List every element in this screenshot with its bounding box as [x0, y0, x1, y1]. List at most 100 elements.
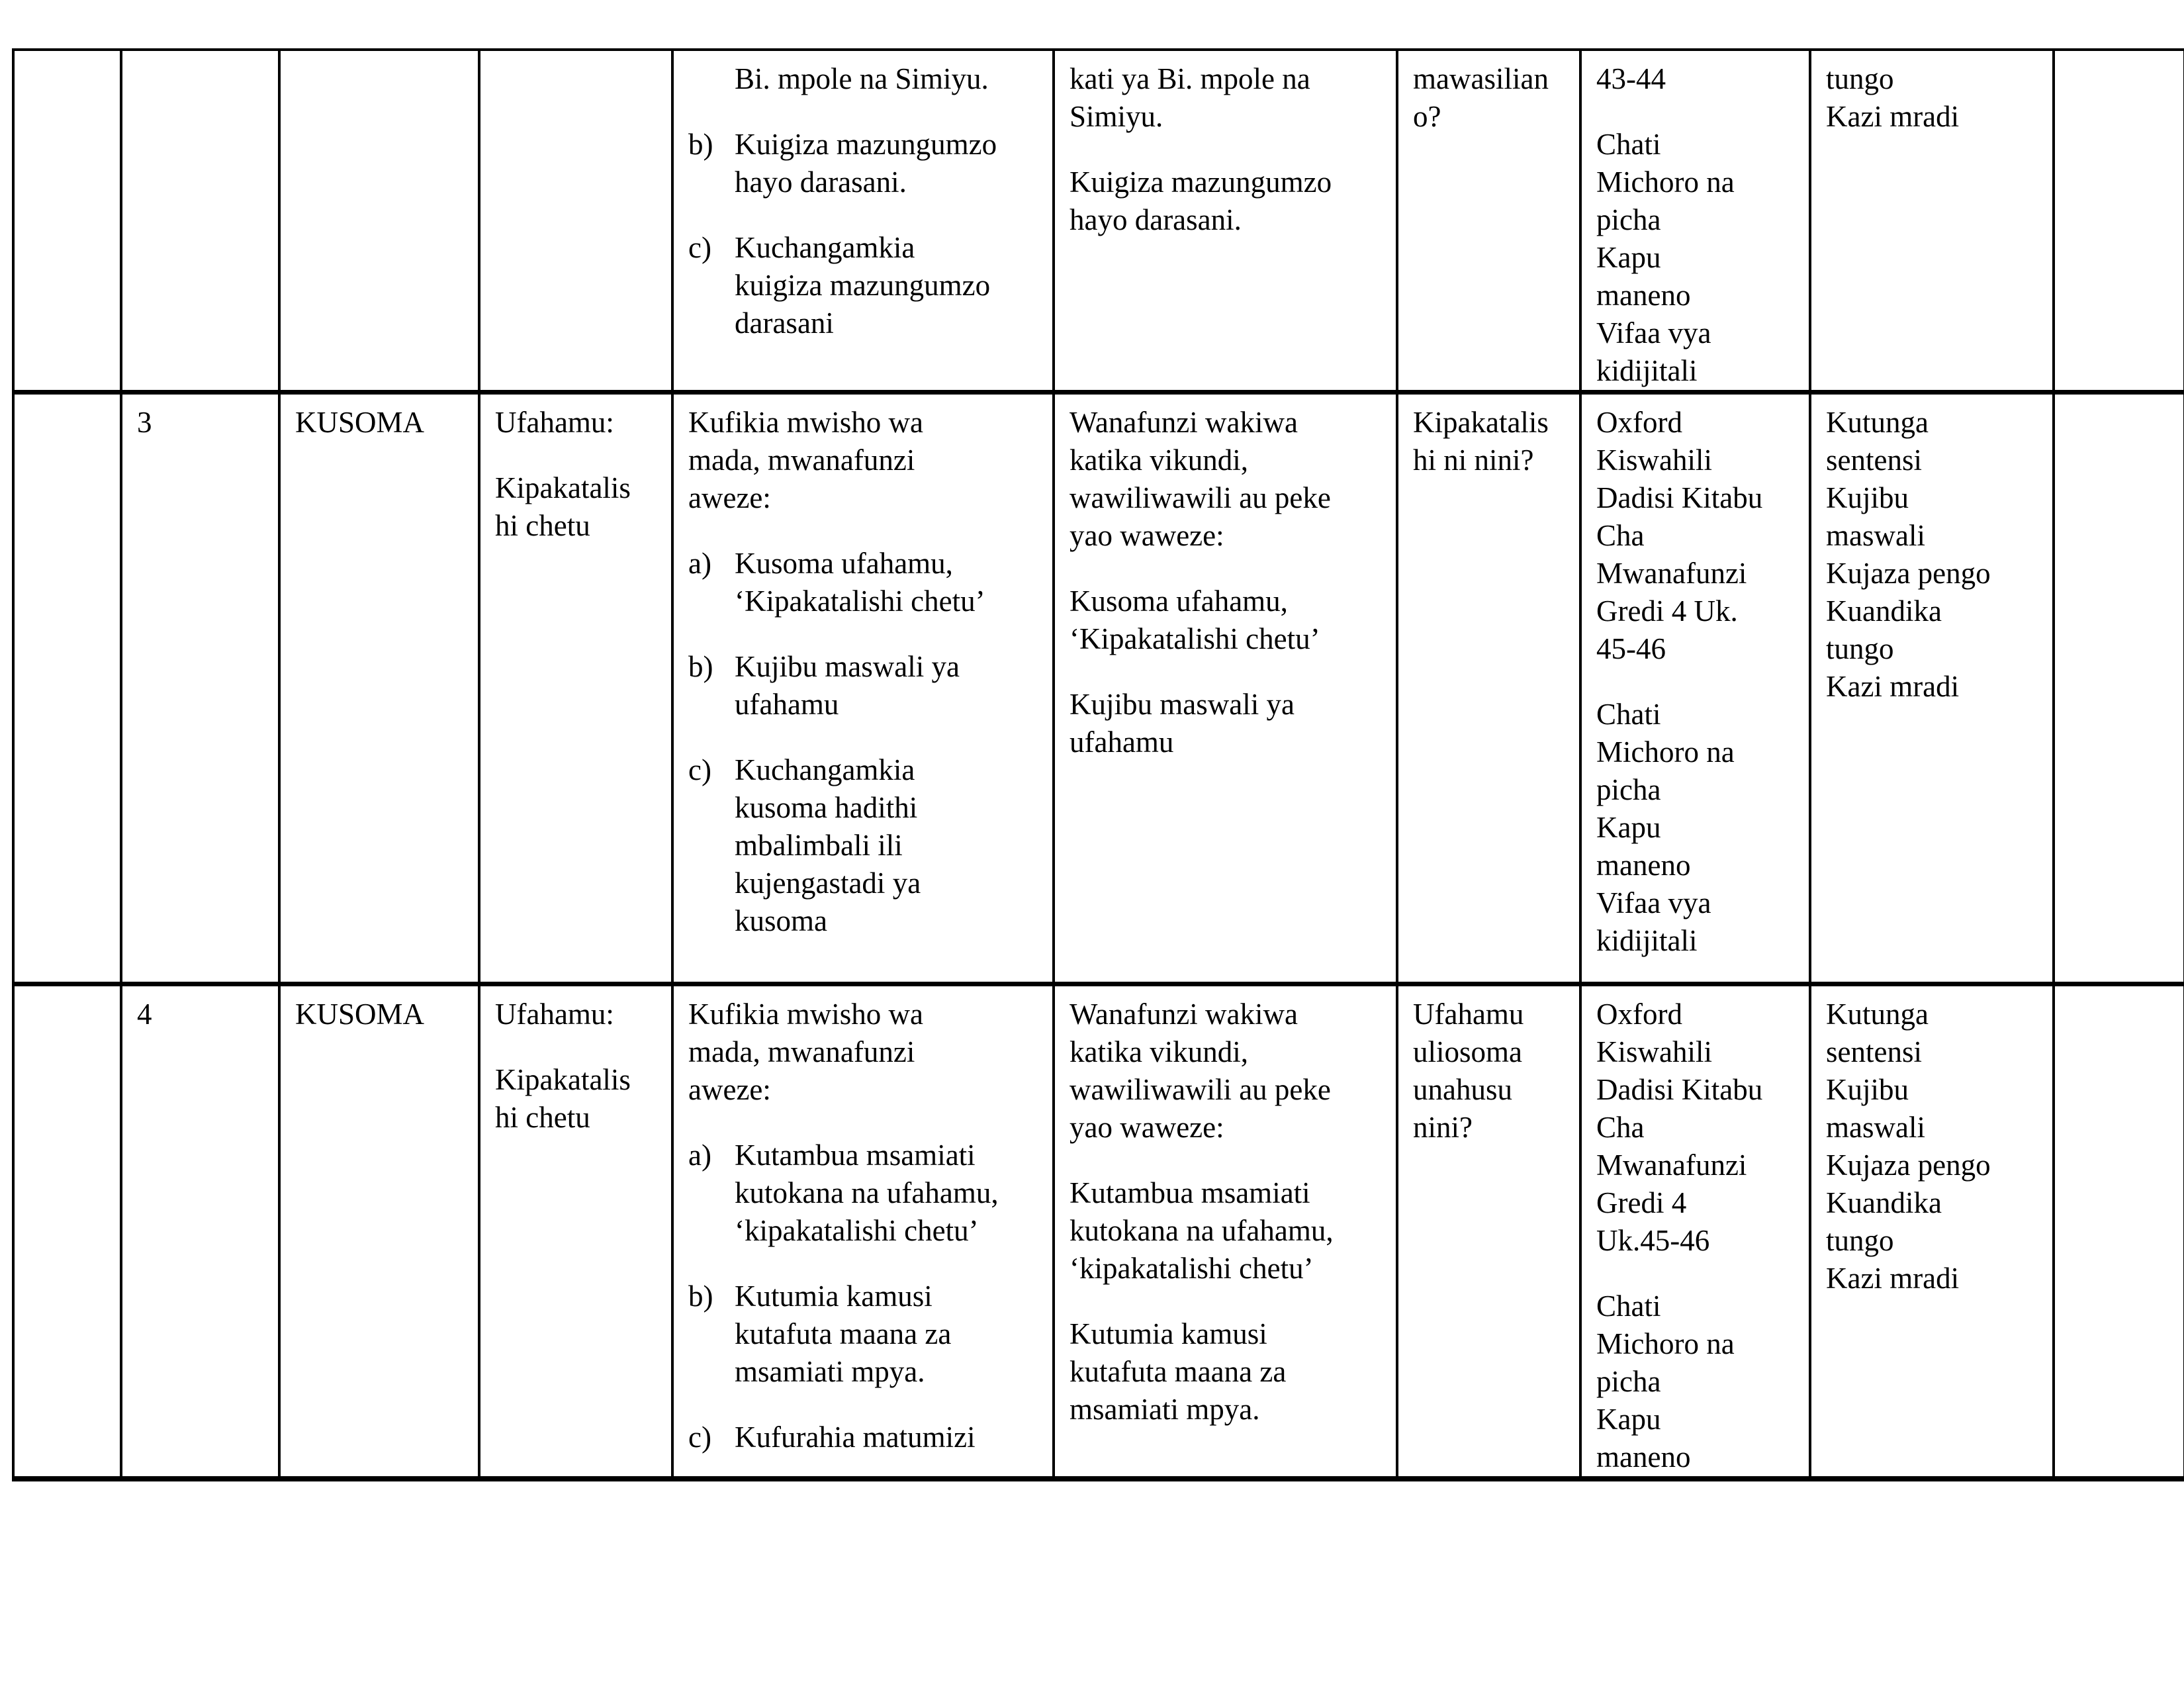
text-line: Michoro na	[1596, 1327, 1735, 1360]
text-line: Kusoma ufahamu,	[1069, 585, 1288, 618]
paragraph: Oxford Kiswahili Dadisi Kitabu Cha Mwanafunz…	[1596, 404, 1798, 668]
text-line: Wanafunzi wakiwa	[1069, 998, 1298, 1031]
text-line: hi chetu	[495, 1101, 590, 1134]
cell-resources: Oxford Kiswahili Dadisi Kitabu Cha Mwanafunz…	[1579, 392, 1811, 986]
paragraph: Chati Michoro na picha Kapu maneno Vifaa vya k…	[1596, 696, 1798, 960]
text-line: Gredi 4 Uk.	[1596, 594, 1738, 628]
text-line: yao waweze:	[1069, 1111, 1224, 1144]
text-line: Kapu	[1596, 241, 1661, 274]
text-line: mawasilian	[1413, 62, 1549, 95]
text-line: tungo	[1826, 1224, 1894, 1257]
list-marker: c)	[688, 1421, 711, 1454]
cell-substrand: Ufahamu: Kipakatalis hi chetu	[478, 984, 674, 1481]
list-marker: c)	[688, 231, 711, 264]
text-line: Gredi 4	[1596, 1186, 1687, 1219]
list-marker: a)	[688, 1139, 711, 1172]
paragraph: Kufikia mwisho wa mada, mwanafunzi aweze:	[688, 404, 1042, 517]
paragraph: mawasilian o?	[1413, 60, 1569, 136]
text-line: KUSOMA	[295, 406, 425, 439]
text-line: Kusoma ufahamu,	[735, 547, 953, 580]
text-line: Kipakatalis	[495, 471, 631, 504]
text-line: maswali	[1826, 519, 1925, 552]
cell-strand	[278, 48, 480, 395]
text-line: Kujaza pengo	[1826, 1149, 1991, 1182]
list-item: a) Kutambua msamiati kutokana na ufahamu, ‘…	[688, 1137, 1042, 1250]
paragraph: Kutumia kamusi kutafuta maana za msamiati …	[1069, 1315, 1385, 1429]
text-line: kidijitali	[1596, 924, 1698, 957]
cell-outcomes: Kufikia mwisho wa mada, mwanafunzi aweze: a…	[671, 984, 1055, 1481]
cell-inquiry: mawasilian o?	[1396, 48, 1582, 395]
cell-inquiry: Ufahamu uliosoma unahusu nini?	[1396, 984, 1582, 1481]
cell-substrand	[478, 48, 674, 395]
text-line: Kuchangamkia	[735, 753, 915, 786]
paragraph: Chati Michoro na picha Kapu maneno	[1596, 1288, 1798, 1474]
text-line: aweze:	[688, 1073, 771, 1106]
text-line: darasani	[735, 306, 834, 340]
cell-resources: 43-44 Chati Michoro na picha Kapu maneno Vifaa…	[1579, 48, 1811, 395]
cell-outcomes: Bi. mpole na Simiyu. b) Kuigiza mazungumzo…	[671, 48, 1055, 395]
text-line: Kutumia kamusi	[1069, 1317, 1267, 1350]
text-line: Kufurahia matumizi	[735, 1421, 976, 1454]
lesson-4-row: 4 KUSOMA Ufahamu: Kipakatalis hi chetu Kufiki…	[12, 984, 2184, 1481]
lesson-3-row: 3 KUSOMA Ufahamu: Kipakatalis hi chetu Kufiki…	[12, 392, 2184, 986]
text-line: mada, mwanafunzi	[688, 444, 915, 477]
cell-remarks	[2052, 48, 2184, 395]
list-item: c) Kuchangamkia kuigiza mazungumzo darasani	[688, 229, 1042, 342]
text-line: Kazi mradi	[1826, 670, 1960, 703]
paragraph: Kipakatalis hi chetu	[495, 1061, 660, 1137]
text-line: wawiliwawili au peke	[1069, 1073, 1331, 1106]
text-line: msamiati mpya.	[735, 1355, 925, 1388]
text-line: Oxford	[1596, 406, 1682, 439]
text-line: tungo	[1826, 62, 1894, 95]
paragraph: KUSOMA	[295, 404, 467, 442]
text-line: Mwanafunzi	[1596, 557, 1747, 590]
text-line: Kujibu	[1826, 1073, 1909, 1106]
cell-week	[12, 984, 122, 1481]
text-line: kusoma	[735, 904, 827, 937]
paragraph: tungo Kazi mradi	[1826, 60, 2042, 136]
text-line: 4	[137, 998, 152, 1031]
paragraph: Kipakatalis hi ni nini?	[1413, 404, 1569, 479]
cell-assessment: Kutunga sentensi Kujibu maswali Kujaza pengo…	[1809, 984, 2055, 1481]
paragraph: Ufahamu uliosoma unahusu nini?	[1413, 996, 1569, 1147]
text-line: tungo	[1826, 632, 1894, 665]
text-line: Chati	[1596, 1289, 1661, 1323]
paragraph: 43-44	[1596, 60, 1798, 98]
paragraph: Ufahamu:	[495, 404, 660, 442]
text-line: Simiyu.	[1069, 100, 1163, 133]
text-line: picha	[1596, 203, 1661, 236]
text-line: Chati	[1596, 128, 1661, 161]
paragraph: Kutunga sentensi Kujibu maswali Kujaza pengo…	[1826, 996, 2042, 1297]
paragraph: 4	[137, 996, 267, 1033]
text-line: mbalimbali ili	[735, 829, 903, 862]
text-line: unahusu	[1413, 1073, 1512, 1106]
paragraph: Kufikia mwisho wa mada, mwanafunzi aweze:	[688, 996, 1042, 1109]
text-line: Ufahamu	[1413, 998, 1524, 1031]
text-line: ‘kipakatalishi chetu’	[735, 1214, 979, 1247]
text-line: Kutunga	[1826, 998, 1929, 1031]
list-marker: c)	[688, 753, 711, 786]
text-line: kidijitali	[1596, 354, 1698, 387]
text-line: ‘kipakatalishi chetu’	[1069, 1252, 1314, 1285]
text-line: picha	[1596, 1365, 1661, 1398]
text-line: kati ya Bi. mpole na	[1069, 62, 1310, 95]
text-line: Kipakatalis	[495, 1063, 631, 1096]
text-line: Ufahamu:	[495, 406, 614, 439]
text-line: Kutumia kamusi	[735, 1280, 933, 1313]
paragraph: Kusoma ufahamu, ‘Kipakatalishi chetu’	[1069, 583, 1385, 658]
text-line: maneno	[1596, 1440, 1691, 1474]
paragraph: KUSOMA	[295, 996, 467, 1033]
list-item: b) Kuigiza mazungumzo hayo darasani.	[688, 126, 1042, 201]
text-line: Cha	[1596, 1111, 1645, 1144]
text-line: Oxford	[1596, 998, 1682, 1031]
text-line: kutokana na ufahamu,	[1069, 1214, 1334, 1247]
text-line: Uk.45-46	[1596, 1224, 1710, 1257]
text-line: Bi. mpole na Simiyu.	[735, 62, 989, 95]
text-line: Kuandika	[1826, 594, 1942, 628]
cell-resources: Oxford Kiswahili Dadisi Kitabu Cha Mwanafunz…	[1579, 984, 1811, 1481]
continuation-row: Bi. mpole na Simiyu. b) Kuigiza mazungumzo…	[12, 48, 2184, 395]
text-line: kutafuta maana za	[1069, 1355, 1287, 1388]
list-item: b) Kujibu maswali ya ufahamu	[688, 648, 1042, 724]
text-line: hi chetu	[495, 509, 590, 542]
cell-remarks	[2052, 984, 2184, 1481]
